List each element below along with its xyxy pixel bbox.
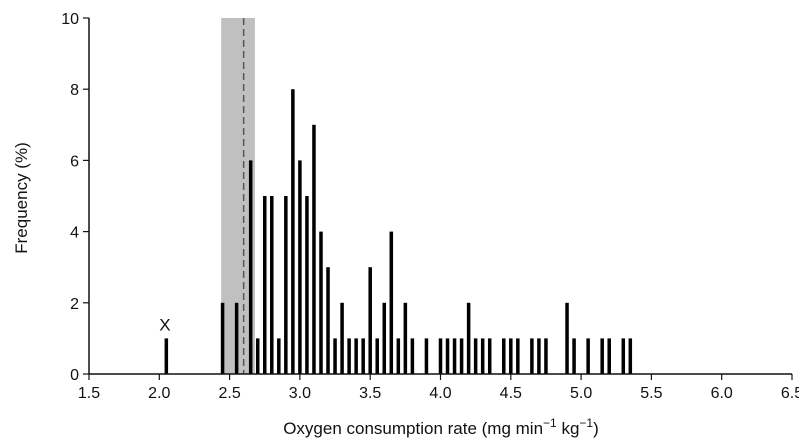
y-tick-label: 6 [70, 153, 79, 170]
histogram-bar [459, 338, 464, 374]
histogram-bar [164, 338, 169, 374]
x-tick-label: 6.5 [781, 385, 799, 402]
x-tick-label: 3.5 [359, 385, 381, 402]
histogram-bar [255, 338, 260, 374]
histogram-bar [270, 196, 274, 374]
histogram-bar [389, 231, 394, 374]
histogram-bar [326, 267, 330, 374]
histogram-bar [445, 338, 450, 374]
y-axis-ticks: 0 2 4 6 8 10 [61, 11, 89, 384]
histogram-bar [487, 338, 492, 374]
x-axis-title-sup1: −1 [543, 416, 557, 430]
histogram-bar [312, 124, 316, 374]
histogram-bar [354, 338, 358, 374]
y-tick-label: 4 [70, 225, 79, 242]
annotation-label: X [159, 316, 170, 335]
histogram-bar [284, 196, 288, 374]
histogram-bar [572, 338, 576, 374]
histogram-bar [333, 338, 337, 374]
histogram-bar [291, 89, 295, 374]
histogram-bar [234, 302, 239, 374]
histogram-bar [452, 338, 457, 374]
histogram-bar [319, 231, 323, 374]
histogram-bar [277, 338, 281, 374]
histogram-bar [537, 338, 541, 374]
histogram-bar [375, 338, 379, 374]
histogram-bar [305, 196, 309, 374]
x-tick-label: 3.0 [289, 385, 311, 402]
histogram-bar [361, 338, 365, 374]
histogram-bar [516, 338, 520, 374]
histogram-bar [340, 302, 344, 374]
histogram-bar [565, 302, 569, 374]
histogram-bar [544, 338, 548, 374]
histogram-bar [403, 302, 408, 374]
x-tick-label: 4.5 [500, 385, 522, 402]
histogram-bar [368, 267, 372, 374]
x-tick-label: 4.0 [429, 385, 451, 402]
histogram-bar [220, 302, 225, 374]
histogram-bar [262, 196, 267, 374]
x-axis-title: Oxygen consumption rate (mg min−1 kg−1) [283, 416, 599, 438]
histogram-bar [473, 338, 478, 374]
histogram-bar [628, 338, 633, 374]
y-tick-label: 0 [70, 367, 79, 384]
histogram-bar [621, 338, 626, 374]
histogram-bar [530, 338, 534, 374]
histogram-bar [424, 338, 429, 374]
histogram-bar [502, 338, 506, 374]
axes-frame [88, 18, 792, 375]
x-tick-label: 5.0 [570, 385, 592, 402]
y-axis-title: Frequency (%) [12, 142, 31, 253]
histogram-bar [607, 338, 611, 374]
x-tick-label: 2.5 [218, 385, 240, 402]
x-axis-ticks: 1.5 2.0 2.5 3.0 3.5 4.0 4.5 5.0 5.5 6.0 6.5 [78, 374, 799, 402]
annotations-layer: X [159, 316, 170, 335]
histogram-bar [438, 338, 443, 374]
bars-layer [164, 89, 633, 374]
histogram-bar [466, 302, 471, 374]
histogram-bar [347, 338, 351, 374]
y-tick-label: 2 [70, 296, 79, 313]
x-tick-label: 6.0 [711, 385, 733, 402]
histogram-bar [248, 160, 253, 374]
x-tick-label: 1.5 [78, 385, 100, 402]
histogram-bar [382, 302, 387, 374]
histogram-bar [586, 338, 590, 374]
y-tick-label: 10 [61, 11, 79, 28]
histogram-bar [600, 338, 604, 374]
histogram-bar [480, 338, 485, 374]
x-tick-label: 5.5 [640, 385, 662, 402]
histogram-bar [509, 338, 513, 374]
histogram-bar [410, 338, 415, 374]
x-tick-label: 2.0 [148, 385, 170, 402]
histogram-bar [298, 160, 302, 374]
x-axis-title-sup2: −1 [579, 416, 593, 430]
y-tick-label: 8 [70, 82, 79, 99]
histogram-bar [396, 338, 401, 374]
